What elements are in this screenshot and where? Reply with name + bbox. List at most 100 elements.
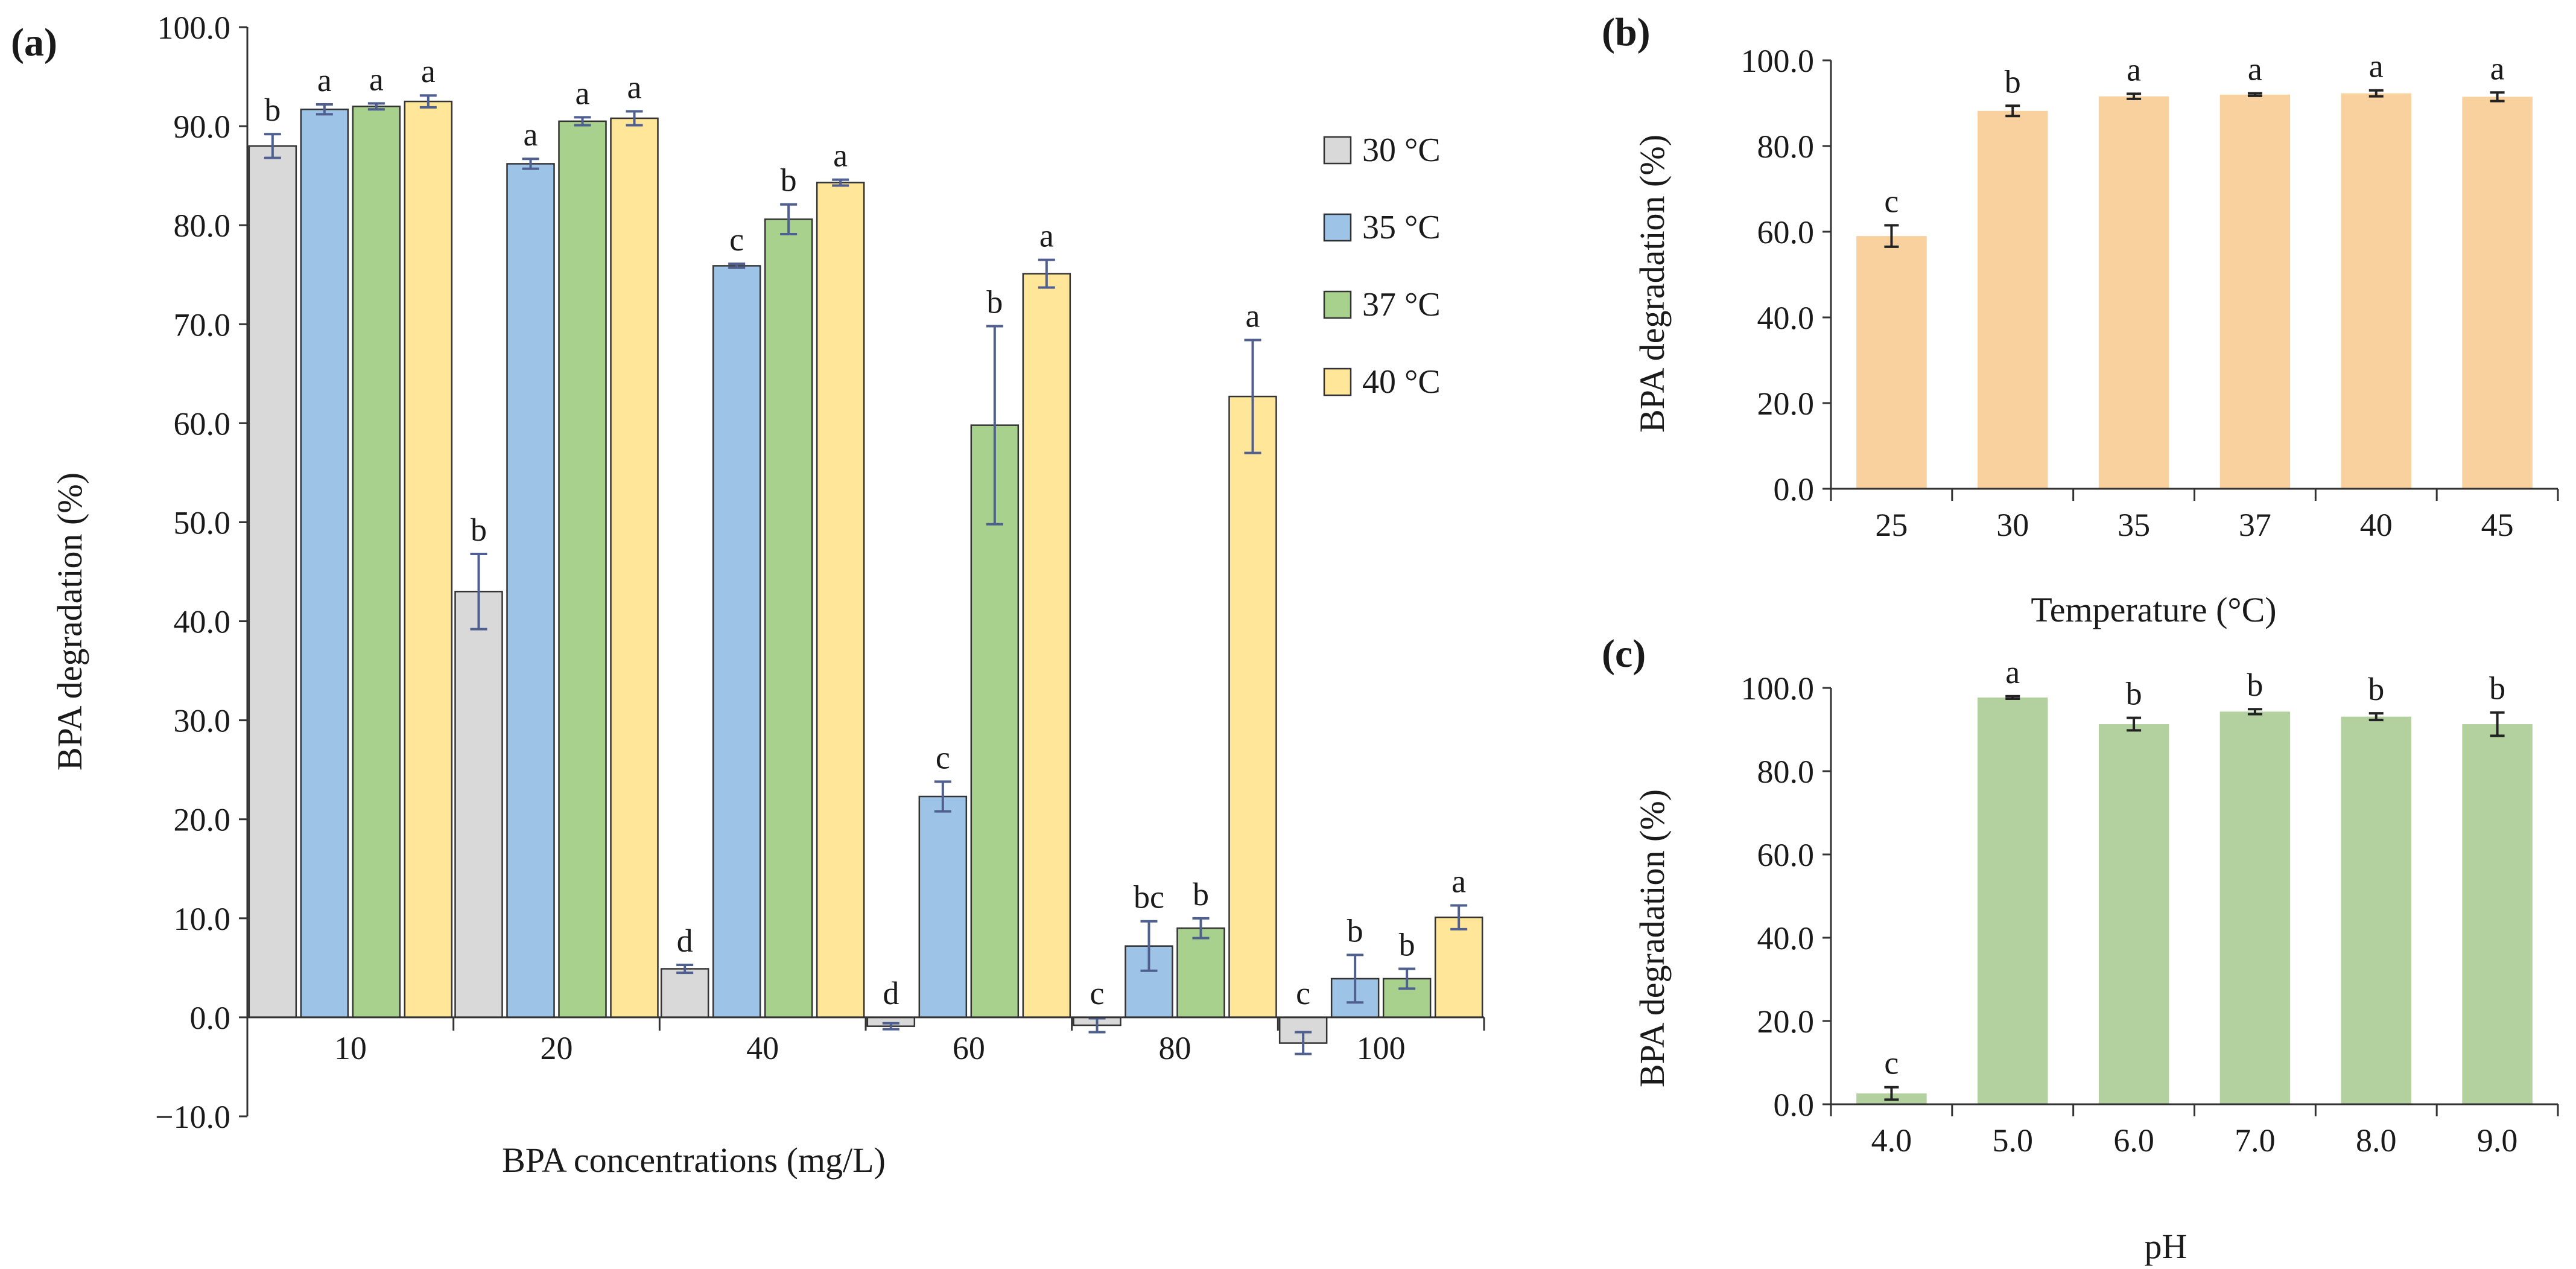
y-tick-label-b: 0.0 — [1774, 471, 1815, 507]
x-tick-label-a: 10 — [334, 1030, 367, 1066]
x-tick-label-a: 20 — [541, 1030, 573, 1066]
significance-letter-a: bc — [1134, 879, 1164, 915]
error-bar-a-20-0 — [470, 552, 487, 631]
legend-a: 30 °C 35 °C 37 °C 40 °C — [1323, 132, 1441, 401]
error-bar-a-100-0 — [1295, 1031, 1312, 1055]
significance-letter-b: a — [2248, 51, 2262, 87]
y-axis-title-c: BPA degradation (%) — [1632, 789, 1672, 1087]
y-tick-label-c: 20.0 — [1757, 1003, 1815, 1040]
significance-letter-a: b — [1399, 927, 1415, 963]
significance-letter-a: a — [369, 61, 384, 97]
significance-letter-a: a — [576, 75, 590, 111]
significance-letter-a: a — [627, 69, 642, 105]
error-bar-b-37 — [2247, 92, 2262, 97]
bar-a-60-1 — [918, 795, 968, 1019]
error-bar-a-20-2 — [574, 116, 591, 127]
error-bar-c-8.0 — [2368, 712, 2384, 722]
bar-a-10-0 — [248, 145, 297, 1019]
significance-letter-a: d — [677, 923, 693, 959]
bar-c-7.0 — [2219, 711, 2291, 1104]
x-tick-label-b: 40 — [2360, 507, 2393, 543]
x-tick-label-c: 9.0 — [2477, 1122, 2518, 1159]
bar-a-20-0 — [454, 591, 503, 1019]
y-tick-label-a: 30.0 — [174, 703, 231, 739]
error-bar-b-25 — [1884, 224, 1899, 248]
error-bar-a-60-3 — [1038, 258, 1055, 289]
y-tick-label-b: 20.0 — [1757, 386, 1815, 422]
y-tick-label-c: 60.0 — [1757, 837, 1815, 873]
x-tick-label-b: 45 — [2481, 507, 2514, 543]
significance-letter-a: c — [1090, 975, 1105, 1011]
bar-c-8.0 — [2341, 716, 2411, 1104]
error-bar-a-10-2 — [367, 102, 385, 111]
error-bar-a-100-3 — [1450, 904, 1468, 930]
bar-a-40-2 — [764, 218, 813, 1019]
significance-letter-a: c — [936, 739, 950, 775]
bar-c-9.0 — [2462, 724, 2533, 1104]
legend-swatch-a-1 — [1323, 213, 1352, 242]
x-tick-label-b: 35 — [2118, 507, 2150, 543]
error-bar-a-60-2 — [986, 325, 1003, 526]
bar-b-30 — [1978, 110, 2048, 489]
bar-a-40-3 — [816, 182, 865, 1019]
significance-letter-c: a — [2005, 654, 2020, 690]
error-bar-a-10-3 — [419, 94, 437, 109]
bar-a-10-2 — [352, 106, 401, 1019]
x-tick-label-c: 6.0 — [2113, 1122, 2154, 1159]
error-bar-a-20-1 — [522, 157, 539, 170]
bar-a-20-2 — [558, 120, 607, 1019]
significance-letter-c: c — [1884, 1045, 1899, 1081]
error-bar-a-60-0 — [882, 1022, 899, 1031]
bar-b-40 — [2341, 93, 2411, 489]
chart-panel-b: (b) BPA degradation (%) Temperature (°C)… — [1602, 10, 2559, 629]
bar-c-6.0 — [2098, 724, 2169, 1104]
error-bar-a-20-3 — [626, 110, 643, 127]
y-axis-title-b: BPA degradation (%) — [1632, 135, 1672, 433]
bar-a-20-3 — [610, 117, 659, 1019]
y-tick-label-c: 0.0 — [1774, 1087, 1815, 1123]
y-tick-label-a: 20.0 — [174, 802, 231, 838]
significance-letter-a: b — [781, 162, 797, 199]
y-tick-label-c: 100.0 — [1741, 670, 1815, 707]
significance-letter-a: a — [1246, 298, 1260, 334]
error-bar-a-80-3 — [1244, 339, 1261, 454]
significance-letter-a: b — [1347, 913, 1363, 949]
x-tick-label-c: 5.0 — [1993, 1122, 2034, 1159]
y-tick-label-b: 100.0 — [1741, 43, 1815, 79]
y-tick-label-a: 90.0 — [174, 109, 231, 145]
legend-label-a-1: 35 °C — [1362, 209, 1441, 246]
chart-panel-a: (a) BPA degradation (%) BPA concentratio… — [11, 10, 1485, 1180]
significance-letter-a: c — [1296, 975, 1310, 1011]
panel-label-c: (c) — [1602, 632, 1646, 676]
significance-letter-a: b — [1193, 876, 1209, 912]
error-bar-a-40-0 — [676, 963, 694, 975]
y-tick-label-c: 80.0 — [1757, 754, 1815, 790]
x-tick-label-c: 4.0 — [1871, 1122, 1912, 1159]
x-tick-label-b: 30 — [1996, 507, 2029, 543]
significance-letter-a: a — [1451, 863, 1466, 899]
x-tick-label-a: 80 — [1159, 1030, 1191, 1066]
error-bar-a-40-2 — [780, 203, 798, 235]
error-bar-a-40-3 — [832, 178, 849, 187]
bar-a-40-1 — [712, 265, 761, 1019]
bar-a-40-0 — [660, 968, 709, 1019]
significance-letter-a: a — [524, 116, 538, 153]
y-tick-label-c: 40.0 — [1757, 920, 1815, 956]
y-tick-label-a: 100.0 — [157, 10, 231, 46]
error-bar-a-40-1 — [728, 262, 746, 269]
y-tick-label-a: −10.0 — [155, 1099, 230, 1135]
significance-letter-a: a — [833, 138, 848, 174]
error-bar-b-45 — [2490, 91, 2505, 103]
y-tick-label-b: 60.0 — [1757, 214, 1815, 250]
error-bar-c-5.0 — [2005, 695, 2020, 700]
x-axis-title-a: BPA concentrations (mg/L) — [502, 1140, 886, 1180]
bar-c-5.0 — [1978, 697, 2048, 1104]
bar-a-20-1 — [506, 163, 555, 1019]
y-tick-label-a: 70.0 — [174, 307, 231, 343]
significance-letter-a: b — [264, 92, 281, 128]
legend-label-a-2: 37 °C — [1362, 286, 1441, 323]
legend-label-a-0: 30 °C — [1362, 132, 1441, 169]
x-tick-label-b: 25 — [1875, 507, 1908, 543]
x-tick-label-c: 7.0 — [2235, 1122, 2276, 1159]
error-bar-a-80-0 — [1088, 1017, 1106, 1034]
